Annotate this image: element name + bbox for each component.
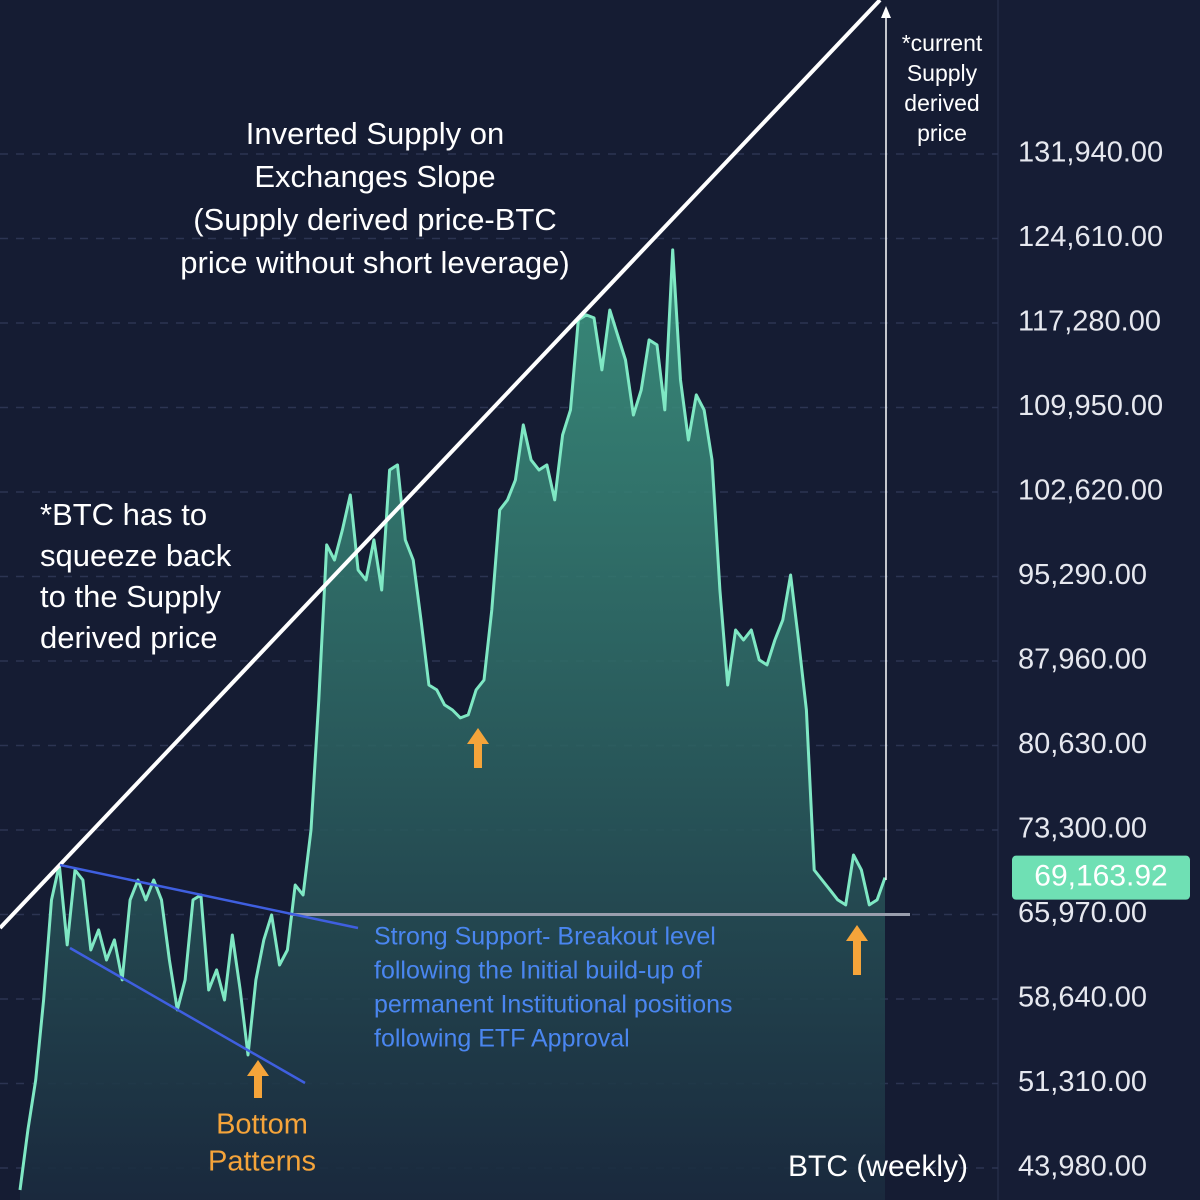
supply-arrow-head bbox=[881, 6, 891, 18]
y-tick-label: 87,960.00 bbox=[1018, 644, 1147, 676]
supply-slope-line bbox=[0, 0, 882, 930]
current-price-label: 69,163.92 bbox=[1034, 860, 1167, 893]
bottom-note-line: Patterns bbox=[208, 1146, 316, 1178]
current-price-box bbox=[1012, 855, 1190, 900]
note-line: to the Supply bbox=[40, 579, 221, 614]
series-label: BTC (weekly) bbox=[788, 1150, 968, 1183]
y-tick-label: 65,970.00 bbox=[1018, 897, 1147, 929]
supply-note-line: derived bbox=[904, 90, 979, 116]
price-line bbox=[18, 248, 887, 1191]
y-tick-label: 124,610.00 bbox=[1018, 221, 1163, 253]
support-note-line: following the Initial build-up of bbox=[374, 957, 702, 985]
title-line: (Supply derived price-BTC bbox=[193, 202, 557, 237]
channel-top bbox=[59, 863, 359, 930]
y-tick-label: 73,300.00 bbox=[1018, 813, 1147, 845]
bottom-note-line: Bottom bbox=[216, 1109, 308, 1141]
support-note-line: following ETF Approval bbox=[374, 1025, 630, 1053]
y-tick-label: 58,640.00 bbox=[1018, 982, 1147, 1014]
price-axis bbox=[998, 0, 1200, 1200]
note-line: squeeze back bbox=[40, 538, 232, 573]
y-tick-label: 95,290.00 bbox=[1018, 559, 1147, 591]
arrows bbox=[247, 728, 868, 1098]
recent-arrow bbox=[846, 925, 868, 975]
y-tick-label: 102,620.00 bbox=[1018, 475, 1163, 507]
support-note-line: permanent Institutional positions bbox=[374, 991, 733, 1019]
y-tick-label: 131,940.00 bbox=[1018, 137, 1163, 169]
title-line: Inverted Supply on bbox=[246, 116, 505, 151]
note-line: *BTC has to bbox=[40, 497, 207, 532]
y-tick-label: 109,950.00 bbox=[1018, 390, 1163, 422]
dip-arrow bbox=[467, 728, 489, 768]
support-note-line: Strong Support- Breakout level bbox=[374, 923, 716, 951]
bottom-arrow bbox=[247, 1060, 269, 1098]
y-tick-label: 80,630.00 bbox=[1018, 728, 1147, 760]
note-line: derived price bbox=[40, 620, 217, 655]
y-tick-label: 51,310.00 bbox=[1018, 1066, 1147, 1098]
supply-note-line: Supply bbox=[907, 60, 978, 86]
title-line: Exchanges Slope bbox=[254, 159, 495, 194]
supply-note-line: price bbox=[917, 120, 967, 146]
area-fill bbox=[20, 249, 885, 1200]
y-tick-label: 43,980.00 bbox=[1018, 1151, 1147, 1183]
supply-note-line: *current bbox=[902, 30, 983, 56]
y-tick-label: 117,280.00 bbox=[1018, 306, 1161, 338]
title-line: price without short leverage) bbox=[180, 245, 569, 280]
channel-bottom bbox=[69, 946, 306, 1085]
